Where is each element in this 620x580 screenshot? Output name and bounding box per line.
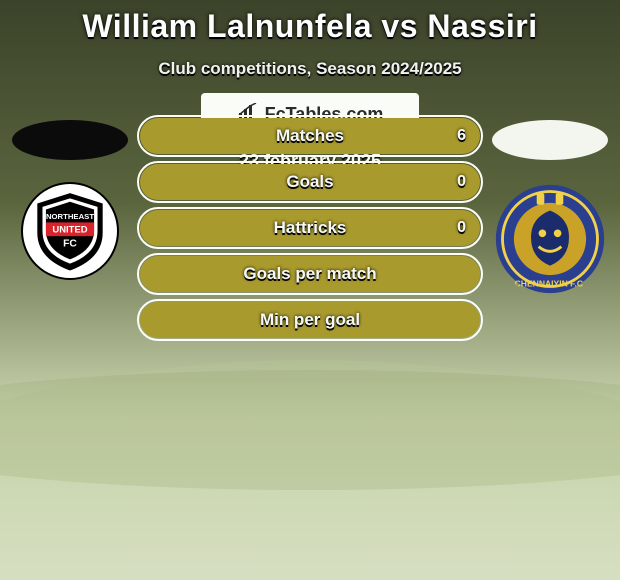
- page-title: William Lalnunfela vs Nassiri: [0, 0, 620, 45]
- right-column: CHENNAIYIN F.C.: [490, 118, 610, 338]
- stat-bar: Goals per match: [140, 256, 480, 292]
- svg-text:UNITED: UNITED: [52, 225, 87, 236]
- stat-bars: Matches 6 Goals 0 Hattricks 0 Goals per match M…: [140, 118, 480, 338]
- stat-bar: Hattricks 0: [140, 210, 480, 246]
- page-subtitle: Club competitions, Season 2024/2025: [0, 59, 620, 79]
- stats-area: NORTHEAST UNITED FC Matches6Goals0Hattri…: [0, 118, 620, 338]
- bar-label: Goals: [286, 172, 333, 192]
- bar-value-right: 0: [457, 173, 466, 191]
- left-player-ellipse: [12, 120, 128, 160]
- stat-bar: Matches 6: [140, 118, 480, 154]
- bar-label: Hattricks: [274, 218, 347, 238]
- svg-text:CHENNAIYIN F.C.: CHENNAIYIN F.C.: [515, 279, 586, 289]
- northeast-united-icon: NORTHEAST UNITED FC: [27, 188, 113, 274]
- bar-label: Goals per match: [243, 264, 376, 284]
- bar-value-right: 6: [457, 127, 466, 145]
- bar-label: Min per goal: [260, 310, 360, 330]
- chennaiyin-fc-icon: CHENNAIYIN F.C.: [493, 182, 607, 296]
- left-column: NORTHEAST UNITED FC: [10, 118, 130, 338]
- stat-bar: Min per goal: [140, 302, 480, 338]
- bar-value-right: 0: [457, 219, 466, 237]
- right-player-ellipse: [492, 120, 608, 160]
- bar-label: Matches: [276, 126, 344, 146]
- right-team-badge: CHENNAIYIN F.C.: [493, 182, 607, 296]
- svg-text:FC: FC: [63, 238, 77, 249]
- left-team-badge: NORTHEAST UNITED FC: [21, 182, 119, 280]
- svg-text:NORTHEAST: NORTHEAST: [46, 212, 94, 221]
- stat-bar: Goals 0: [140, 164, 480, 200]
